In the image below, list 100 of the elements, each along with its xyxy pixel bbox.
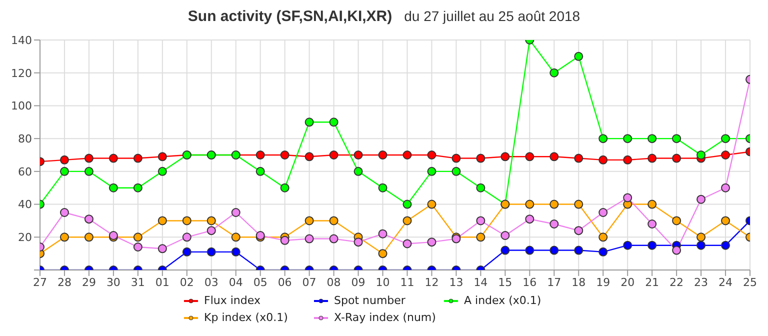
point — [256, 166, 265, 176]
x-tick-label: 02 — [180, 276, 194, 289]
y-tick-label: 100 — [11, 100, 32, 113]
x-tick-label: 15 — [498, 276, 512, 289]
point — [427, 200, 436, 209]
point — [60, 155, 69, 164]
x-tick-label: 29 — [82, 276, 96, 289]
point — [672, 246, 682, 255]
x-tick-label: 18 — [572, 276, 586, 289]
point — [598, 155, 608, 164]
point — [329, 234, 338, 244]
point — [280, 236, 290, 245]
point — [721, 183, 730, 192]
point — [280, 150, 290, 160]
point — [329, 216, 338, 226]
point — [304, 234, 314, 244]
point — [476, 232, 486, 242]
point — [696, 240, 706, 250]
point — [623, 134, 632, 144]
x-tick-label: 31 — [130, 276, 145, 289]
point — [476, 216, 486, 226]
point — [500, 231, 510, 240]
point — [329, 150, 338, 160]
point — [206, 247, 216, 256]
x-tick-label: 24 — [718, 276, 733, 289]
x-tick-label: 13 — [449, 276, 464, 289]
point — [108, 183, 118, 192]
point — [598, 208, 608, 217]
x-tick-label: 06 — [278, 276, 292, 289]
x-tick-label: 22 — [670, 276, 684, 289]
x-tick-label: 09 — [351, 276, 366, 289]
point — [304, 216, 314, 226]
x-tick-label: 03 — [204, 276, 218, 289]
point — [427, 166, 436, 176]
point — [721, 216, 730, 226]
point — [182, 247, 192, 256]
point — [354, 166, 363, 176]
x-tick-label: 04 — [228, 276, 243, 289]
point — [378, 183, 388, 192]
point — [598, 232, 608, 242]
point — [623, 193, 632, 202]
x-tick-label: 20 — [620, 276, 635, 289]
point — [182, 216, 192, 226]
legend-label: Kp index (x0.1) — [204, 311, 288, 324]
point — [550, 68, 559, 78]
x-tick-label: 25 — [743, 276, 757, 289]
point — [598, 134, 608, 144]
x-tick-label: 21 — [645, 276, 660, 289]
x-tick-label: 23 — [694, 276, 708, 289]
point — [108, 154, 118, 163]
point — [402, 216, 412, 226]
point — [206, 216, 216, 226]
x-tick-label: 01 — [155, 276, 170, 289]
point — [60, 208, 69, 217]
point — [721, 150, 730, 160]
point — [206, 226, 216, 236]
x-tick-label: 07 — [302, 276, 316, 289]
x-tick-label: 05 — [253, 276, 268, 289]
x-tick-label: 12 — [424, 276, 439, 289]
point — [158, 152, 167, 162]
point — [231, 247, 240, 256]
x-tick-label: 28 — [57, 276, 72, 289]
y-tick-label: 140 — [11, 34, 32, 47]
point — [452, 166, 461, 176]
point — [574, 246, 584, 255]
y-tick-label: 80 — [18, 132, 32, 146]
point — [550, 246, 559, 255]
point — [476, 183, 486, 192]
point — [452, 154, 461, 163]
point — [84, 166, 94, 176]
point — [231, 208, 240, 217]
legend-label: X-Ray index (num) — [334, 311, 436, 324]
point — [672, 154, 682, 163]
point — [648, 154, 657, 163]
point — [574, 226, 584, 236]
point — [133, 232, 142, 242]
x-tick-label: 16 — [522, 276, 537, 289]
point — [550, 200, 559, 209]
point — [354, 150, 363, 160]
y-tick-label: 60 — [18, 165, 32, 178]
point — [574, 52, 584, 61]
x-tick-label: 30 — [106, 276, 120, 289]
point — [402, 150, 412, 160]
point — [231, 232, 240, 242]
point — [60, 166, 69, 176]
y-tick-label: 120 — [11, 66, 32, 80]
x-tick-label: 14 — [474, 276, 488, 289]
x-tick-label: 19 — [596, 276, 610, 289]
point — [672, 134, 682, 144]
point — [721, 134, 730, 144]
point — [672, 216, 682, 226]
point — [60, 232, 69, 242]
point — [648, 134, 657, 144]
point — [354, 238, 363, 247]
point — [623, 240, 632, 250]
point — [648, 240, 657, 250]
point — [158, 244, 167, 254]
point — [500, 246, 510, 255]
point — [84, 214, 94, 224]
point — [648, 220, 657, 228]
